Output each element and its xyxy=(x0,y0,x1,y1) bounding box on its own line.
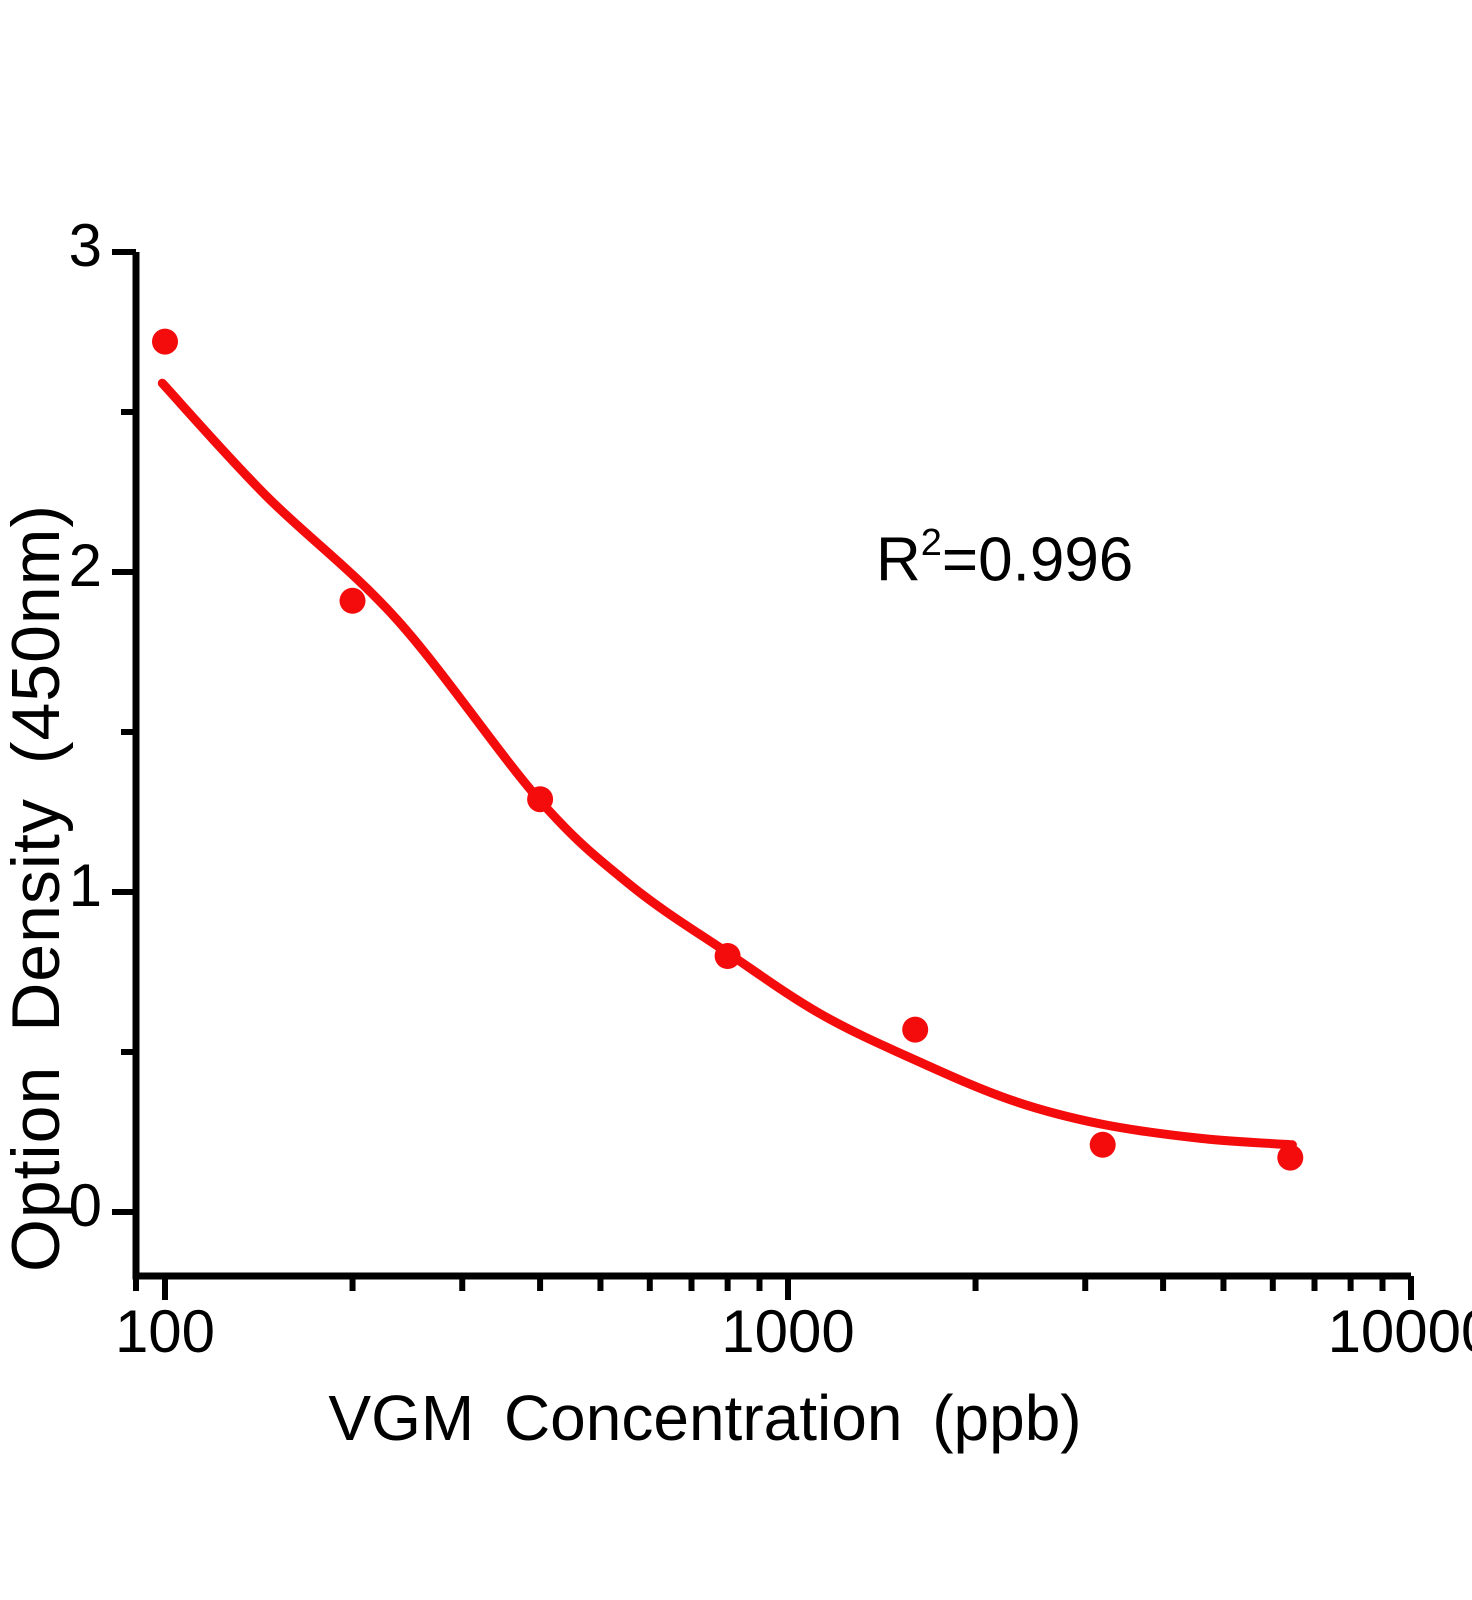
r-squared-annotation: R2=0.996 xyxy=(876,524,1134,595)
x-axis-title: VGM Concentration (ppb) xyxy=(328,1382,1082,1454)
fit-curve xyxy=(157,378,1297,1150)
y-tick-label: 3 xyxy=(69,212,102,279)
data-point xyxy=(714,943,741,969)
data-point xyxy=(152,328,178,355)
r-squared-value: =0.996 xyxy=(941,525,1134,595)
x-tick-label: 1000 xyxy=(721,1298,854,1365)
y-tick-label: 2 xyxy=(69,532,102,599)
data-point xyxy=(1089,1131,1116,1158)
x-tick-label: 100 xyxy=(115,1298,215,1365)
y-tick-label: 0 xyxy=(69,1172,102,1239)
data-point xyxy=(339,587,366,614)
axis-lines xyxy=(132,252,1411,1280)
data-point xyxy=(527,786,554,813)
y-axis-title: Option Density (450nm) xyxy=(0,503,74,1273)
x-tick-label: 10000 xyxy=(1328,1298,1472,1365)
data-point xyxy=(902,1016,929,1043)
data-point xyxy=(1277,1144,1304,1171)
r-squared-base: R xyxy=(876,525,921,595)
r-squared-exponent: 2 xyxy=(920,522,942,564)
y-tick-label: 1 xyxy=(69,852,102,919)
